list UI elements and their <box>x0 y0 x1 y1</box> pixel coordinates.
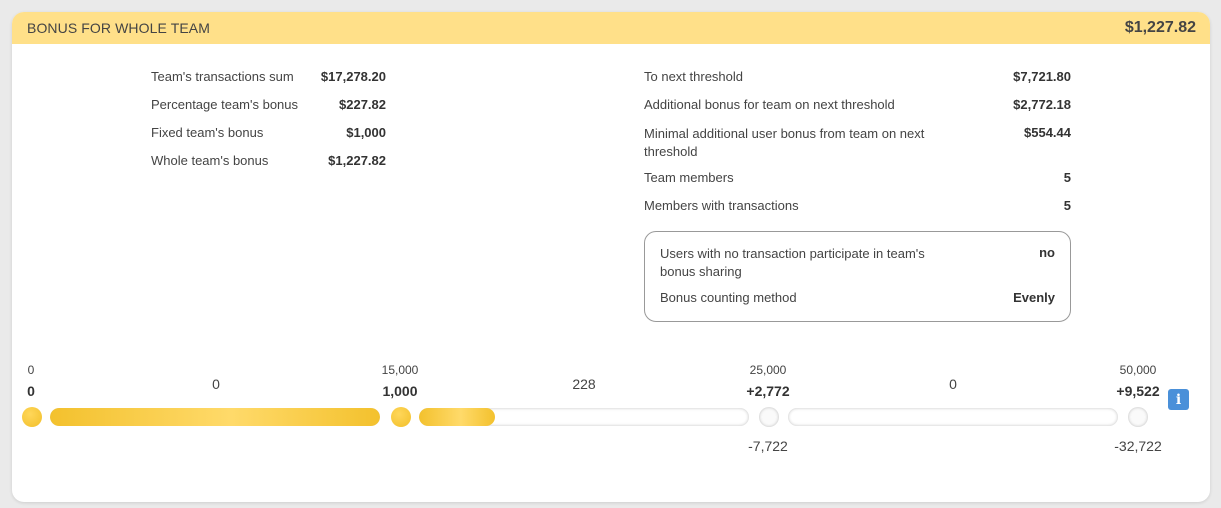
stat-value: 5 <box>1063 170 1071 185</box>
threshold-amount: 50,000 <box>1119 363 1157 377</box>
card-total: $1,227.82 <box>1124 19 1196 36</box>
segment-value: 0 <box>949 376 957 392</box>
threshold-amount: 0 <box>27 363 35 377</box>
progress-segment <box>788 408 1118 426</box>
stat-value: $2,772.18 <box>1013 97 1071 112</box>
setting-value: no <box>1039 245 1055 260</box>
stat-value: $227.82 <box>339 97 386 112</box>
stat-value: $1,000 <box>346 125 386 140</box>
threshold-bonus: 1,000 <box>382 383 418 399</box>
setting-value: Evenly <box>1013 290 1055 305</box>
stat-label: Fixed team's bonus <box>151 125 264 140</box>
threshold-remaining: -32,722 <box>1114 438 1162 454</box>
stat-label: Team members <box>644 170 734 185</box>
setting-label: Users with no transaction participate in… <box>660 246 925 279</box>
threshold-remaining: -7,722 <box>748 438 788 454</box>
threshold-bonus: +9,522 <box>1116 383 1160 399</box>
stat-label: Percentage team's bonus <box>151 97 299 112</box>
stat-value: $7,721.80 <box>1013 69 1071 84</box>
threshold-bonus: 0 <box>27 383 35 399</box>
stat-value: $17,278.20 <box>320 69 386 84</box>
threshold-marker <box>1128 407 1148 427</box>
stat-value: $1,227.82 <box>328 153 386 168</box>
card-title: BONUS FOR WHOLE TEAM <box>27 20 210 36</box>
progress-fill <box>419 408 495 426</box>
stat-value: 5 <box>1063 198 1071 213</box>
threshold-amount: 25,000 <box>749 363 787 377</box>
progress-segment <box>419 408 749 426</box>
stat-label: Minimal additional user bonus from team … <box>644 126 925 159</box>
info-icon[interactable]: i <box>1168 389 1189 410</box>
progress-fill <box>50 408 380 426</box>
threshold-amount: 15,000 <box>381 363 419 377</box>
progress-segment <box>50 408 380 426</box>
setting-label: Bonus counting method <box>660 290 797 305</box>
settings-box <box>644 231 1071 322</box>
stat-label: Team's transactions sum <box>151 69 294 84</box>
segment-value: 0 <box>212 376 220 392</box>
stat-value: $554.44 <box>1024 125 1071 140</box>
stat-label: To next threshold <box>644 69 744 84</box>
threshold-marker <box>759 407 779 427</box>
threshold-marker-reached <box>22 407 42 427</box>
threshold-marker-reached <box>391 407 411 427</box>
threshold-bonus: +2,772 <box>746 383 790 399</box>
team-bonus-card: BONUS FOR WHOLE TEAM $1,227.82 Team's tr… <box>12 12 1210 502</box>
card-header: BONUS FOR WHOLE TEAM $1,227.82 <box>12 12 1210 44</box>
segment-value: 228 <box>572 376 596 392</box>
stat-label: Whole team's bonus <box>151 153 269 168</box>
stat-label: Additional bonus for team on next thresh… <box>644 97 895 112</box>
stat-label: Members with transactions <box>644 198 799 213</box>
